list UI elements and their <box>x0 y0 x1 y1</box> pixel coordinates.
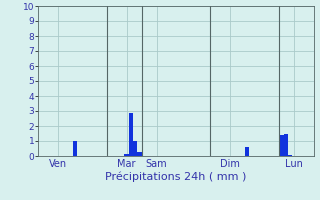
X-axis label: Précipitations 24h ( mm ): Précipitations 24h ( mm ) <box>105 172 247 182</box>
Bar <box>279 135 284 156</box>
Bar <box>137 152 142 156</box>
Bar <box>124 154 129 156</box>
Bar <box>133 141 137 156</box>
Bar <box>245 147 249 156</box>
Bar <box>284 134 288 156</box>
Bar <box>129 112 133 156</box>
Bar <box>73 141 77 156</box>
Bar <box>288 154 292 156</box>
